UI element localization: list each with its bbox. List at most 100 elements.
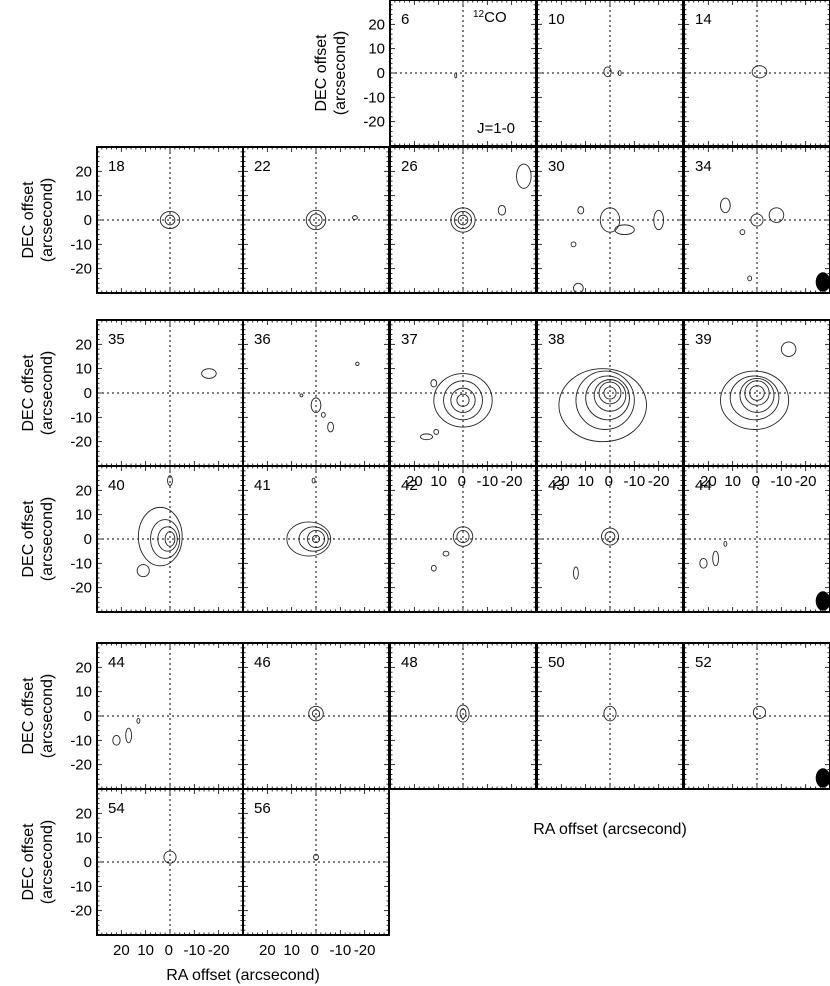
x-tick-label: 0 bbox=[165, 942, 173, 959]
y-tick-label: 10 bbox=[75, 507, 92, 524]
contour bbox=[167, 475, 173, 486]
contour bbox=[577, 206, 585, 215]
channel-label: 38 bbox=[548, 331, 565, 348]
y-axis-title-line2: (arcsecond) bbox=[39, 351, 56, 435]
y-axis-title: DEC offset (arcsecond) bbox=[313, 31, 349, 115]
y-tick-label: 0 bbox=[84, 385, 92, 402]
channel-panel: 44 20 10 0 -10 -20 DEC offset (arcsecond) bbox=[20, 642, 244, 790]
contour bbox=[320, 412, 326, 418]
channel-panel: 6 20 10 0 -10 -20 DEC offset (arcsecond) bbox=[313, 0, 537, 147]
contour bbox=[442, 550, 450, 557]
contour bbox=[452, 526, 474, 547]
y-tick-label: -20 bbox=[70, 261, 92, 278]
x-tick-label: 10 bbox=[283, 942, 300, 959]
contour bbox=[433, 429, 440, 435]
x-tick-label: -10 bbox=[770, 473, 792, 490]
channel-panel: 14 bbox=[683, 0, 830, 147]
contour bbox=[768, 207, 785, 223]
y-axis-title-line2: (arcsecond) bbox=[332, 31, 349, 115]
contour bbox=[585, 375, 630, 421]
channel-label: 35 bbox=[108, 331, 125, 348]
channel-panel: 18 20 10 0 -10 -20 DEC offset (arcsecond) bbox=[20, 146, 244, 294]
x-tick-label: 0 bbox=[311, 942, 319, 959]
contour bbox=[433, 373, 493, 428]
contour bbox=[653, 209, 664, 231]
contour bbox=[159, 211, 181, 229]
contour bbox=[164, 531, 176, 547]
channel-panel: 42 bbox=[389, 465, 537, 613]
contour bbox=[603, 386, 617, 400]
contour bbox=[780, 341, 797, 357]
x-tick-label: -20 bbox=[354, 942, 376, 959]
y-axis-title-line1: DEC offset bbox=[20, 677, 37, 755]
y-axis-title-line2: (arcsecond) bbox=[39, 820, 56, 904]
y-tick-label: 0 bbox=[84, 708, 92, 725]
x-tick-label: 20 bbox=[553, 473, 570, 490]
channel-label: 34 bbox=[695, 158, 712, 175]
contour bbox=[720, 197, 731, 214]
panel-frame bbox=[242, 788, 390, 936]
x-tick-label: 10 bbox=[577, 473, 594, 490]
contour bbox=[699, 558, 708, 569]
contour bbox=[308, 705, 324, 722]
x-tick-label: 10 bbox=[137, 942, 154, 959]
contour bbox=[454, 211, 472, 229]
x-tick-label: -10 bbox=[329, 942, 351, 959]
y-tick-label: 0 bbox=[84, 854, 92, 871]
y-axis-title-line1: DEC offset bbox=[20, 181, 37, 259]
channel-panel: 46 bbox=[242, 642, 390, 790]
contour bbox=[136, 717, 141, 724]
beam-ellipse bbox=[815, 768, 830, 788]
contour bbox=[355, 361, 360, 366]
contour bbox=[164, 214, 176, 226]
contour bbox=[516, 163, 532, 189]
contour bbox=[497, 204, 507, 216]
y-tick-label: -10 bbox=[363, 89, 385, 106]
y-tick-label: -20 bbox=[70, 580, 92, 597]
y-axis-title: DEC offset (arcsecond) bbox=[20, 674, 56, 758]
x-axis-title: RA offset (arcsecond) bbox=[533, 821, 687, 838]
panel-frame bbox=[683, 642, 830, 790]
line-label-text: CO bbox=[484, 9, 507, 26]
y-tick-label: 10 bbox=[75, 361, 92, 378]
contour bbox=[419, 433, 434, 441]
contour bbox=[305, 209, 327, 231]
y-tick-label: 10 bbox=[368, 41, 385, 58]
y-tick-label: 10 bbox=[75, 830, 92, 847]
beam-ellipse bbox=[815, 591, 830, 611]
x-tick-label: 0 bbox=[752, 473, 760, 490]
contour bbox=[309, 213, 323, 227]
contour bbox=[752, 705, 766, 719]
channel-panel: 41 bbox=[242, 465, 390, 613]
channel-label: 41 bbox=[254, 477, 271, 494]
y-axis-title: DEC offset (arcsecond) bbox=[20, 820, 56, 904]
channel-label: 26 bbox=[401, 158, 418, 175]
channel-panel: 26 bbox=[389, 146, 537, 294]
contour bbox=[298, 526, 329, 552]
contour bbox=[573, 566, 579, 580]
contour bbox=[603, 705, 617, 722]
y-tick-label: 0 bbox=[377, 65, 385, 82]
contour bbox=[744, 380, 770, 406]
contour bbox=[310, 397, 322, 413]
x-tick-label: -10 bbox=[476, 473, 498, 490]
channel-label: 48 bbox=[401, 654, 418, 671]
contour bbox=[430, 379, 438, 388]
channel-panel: 30 bbox=[536, 146, 684, 294]
channel-panel: 52 bbox=[683, 642, 830, 790]
channel-panel: 50 bbox=[536, 642, 684, 790]
x-tick-label: -20 bbox=[795, 473, 817, 490]
y-tick-label: 20 bbox=[75, 805, 92, 822]
panel-frame bbox=[683, 465, 830, 613]
contour bbox=[456, 530, 470, 544]
contour bbox=[575, 370, 635, 430]
contour bbox=[125, 727, 133, 744]
y-tick-label: 20 bbox=[368, 16, 385, 33]
contour bbox=[749, 385, 765, 401]
channel-label: 56 bbox=[254, 800, 271, 817]
channel-panel: 35 20 10 0 -10 -20 DEC offset (arcsecond) bbox=[20, 319, 244, 467]
contour bbox=[558, 368, 647, 443]
contour bbox=[604, 531, 616, 542]
y-axis-title-line2: (arcsecond) bbox=[39, 178, 56, 262]
channel-label: 36 bbox=[254, 331, 271, 348]
